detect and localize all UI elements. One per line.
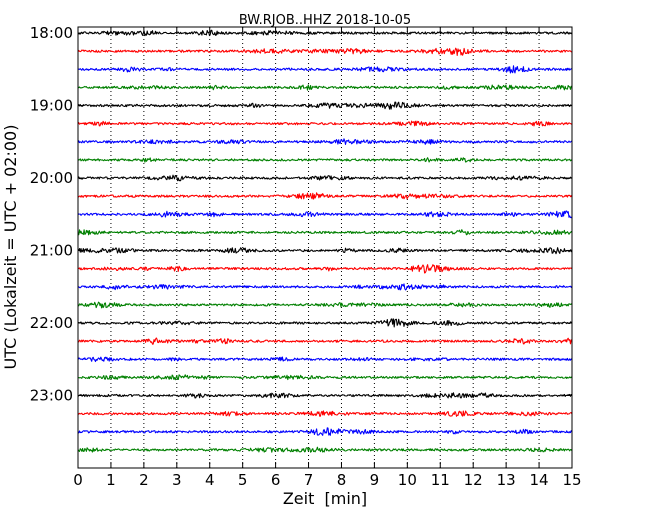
x-tick-label: 4 [205,471,215,489]
trace-line [77,65,573,74]
y-tick-label: 21:00 [30,242,73,260]
y-tick-label: 18:00 [30,24,73,42]
trace-line [77,318,573,328]
trace-line [77,410,573,417]
trace-line [77,301,573,309]
trace-line [77,283,573,291]
x-tick-label: 9 [370,471,380,489]
trace-line [77,192,573,200]
trace-line [77,210,573,219]
trace-line [77,157,573,163]
y-tick-label: 23:00 [30,387,73,405]
x-tick-label: 10 [398,471,417,489]
trace-line [77,374,573,381]
x-tick-label: 15 [562,471,581,489]
trace-line [77,174,573,182]
x-ticks: 0 1 2 3 4 5 6 7 8 9 10 11 12 13 14 15 [73,27,582,489]
trace-line [77,101,573,110]
trace-line [77,138,573,145]
trace-line [77,337,573,345]
x-tick-label: 5 [238,471,248,489]
trace-line [77,356,573,363]
x-tick-label: 0 [73,471,83,489]
x-tick-label: 7 [304,471,314,489]
x-axis-label: Zeit [min] [283,489,367,508]
y-tick-label: 20:00 [30,169,73,187]
trace-line [77,247,573,255]
x-tick-label: 2 [139,471,149,489]
trace-line [77,264,573,274]
x-tick-label: 8 [337,471,347,489]
x-tick-label: 1 [106,471,116,489]
x-tick-label: 3 [172,471,182,489]
x-tick-label: 13 [497,471,516,489]
chart-title: BW.RJOB..HHZ 2018-10-05 [239,13,411,28]
trace-line [77,392,573,399]
x-tick-label: 6 [271,471,281,489]
y-ticks: 18:00 19:00 20:00 21:00 22:00 23:00 [30,24,572,405]
trace-line [77,446,573,453]
y-tick-label: 22:00 [30,314,73,332]
y-axis-label: UTC (Lokalzeit = UTC + 02:00) [1,125,20,370]
trace-line [77,229,573,236]
trace-line [77,29,573,37]
x-tick-label: 12 [464,471,483,489]
trace-line [77,120,573,127]
y-tick-label: 19:00 [30,97,73,115]
plot-frame [77,26,573,469]
x-tick-label: 11 [431,471,450,489]
trace-line [77,427,573,436]
trace-group [77,29,573,453]
trace-line [77,84,573,91]
trace-line [77,47,573,56]
x-tick-label: 14 [530,471,549,489]
grid-lines [110,27,540,468]
